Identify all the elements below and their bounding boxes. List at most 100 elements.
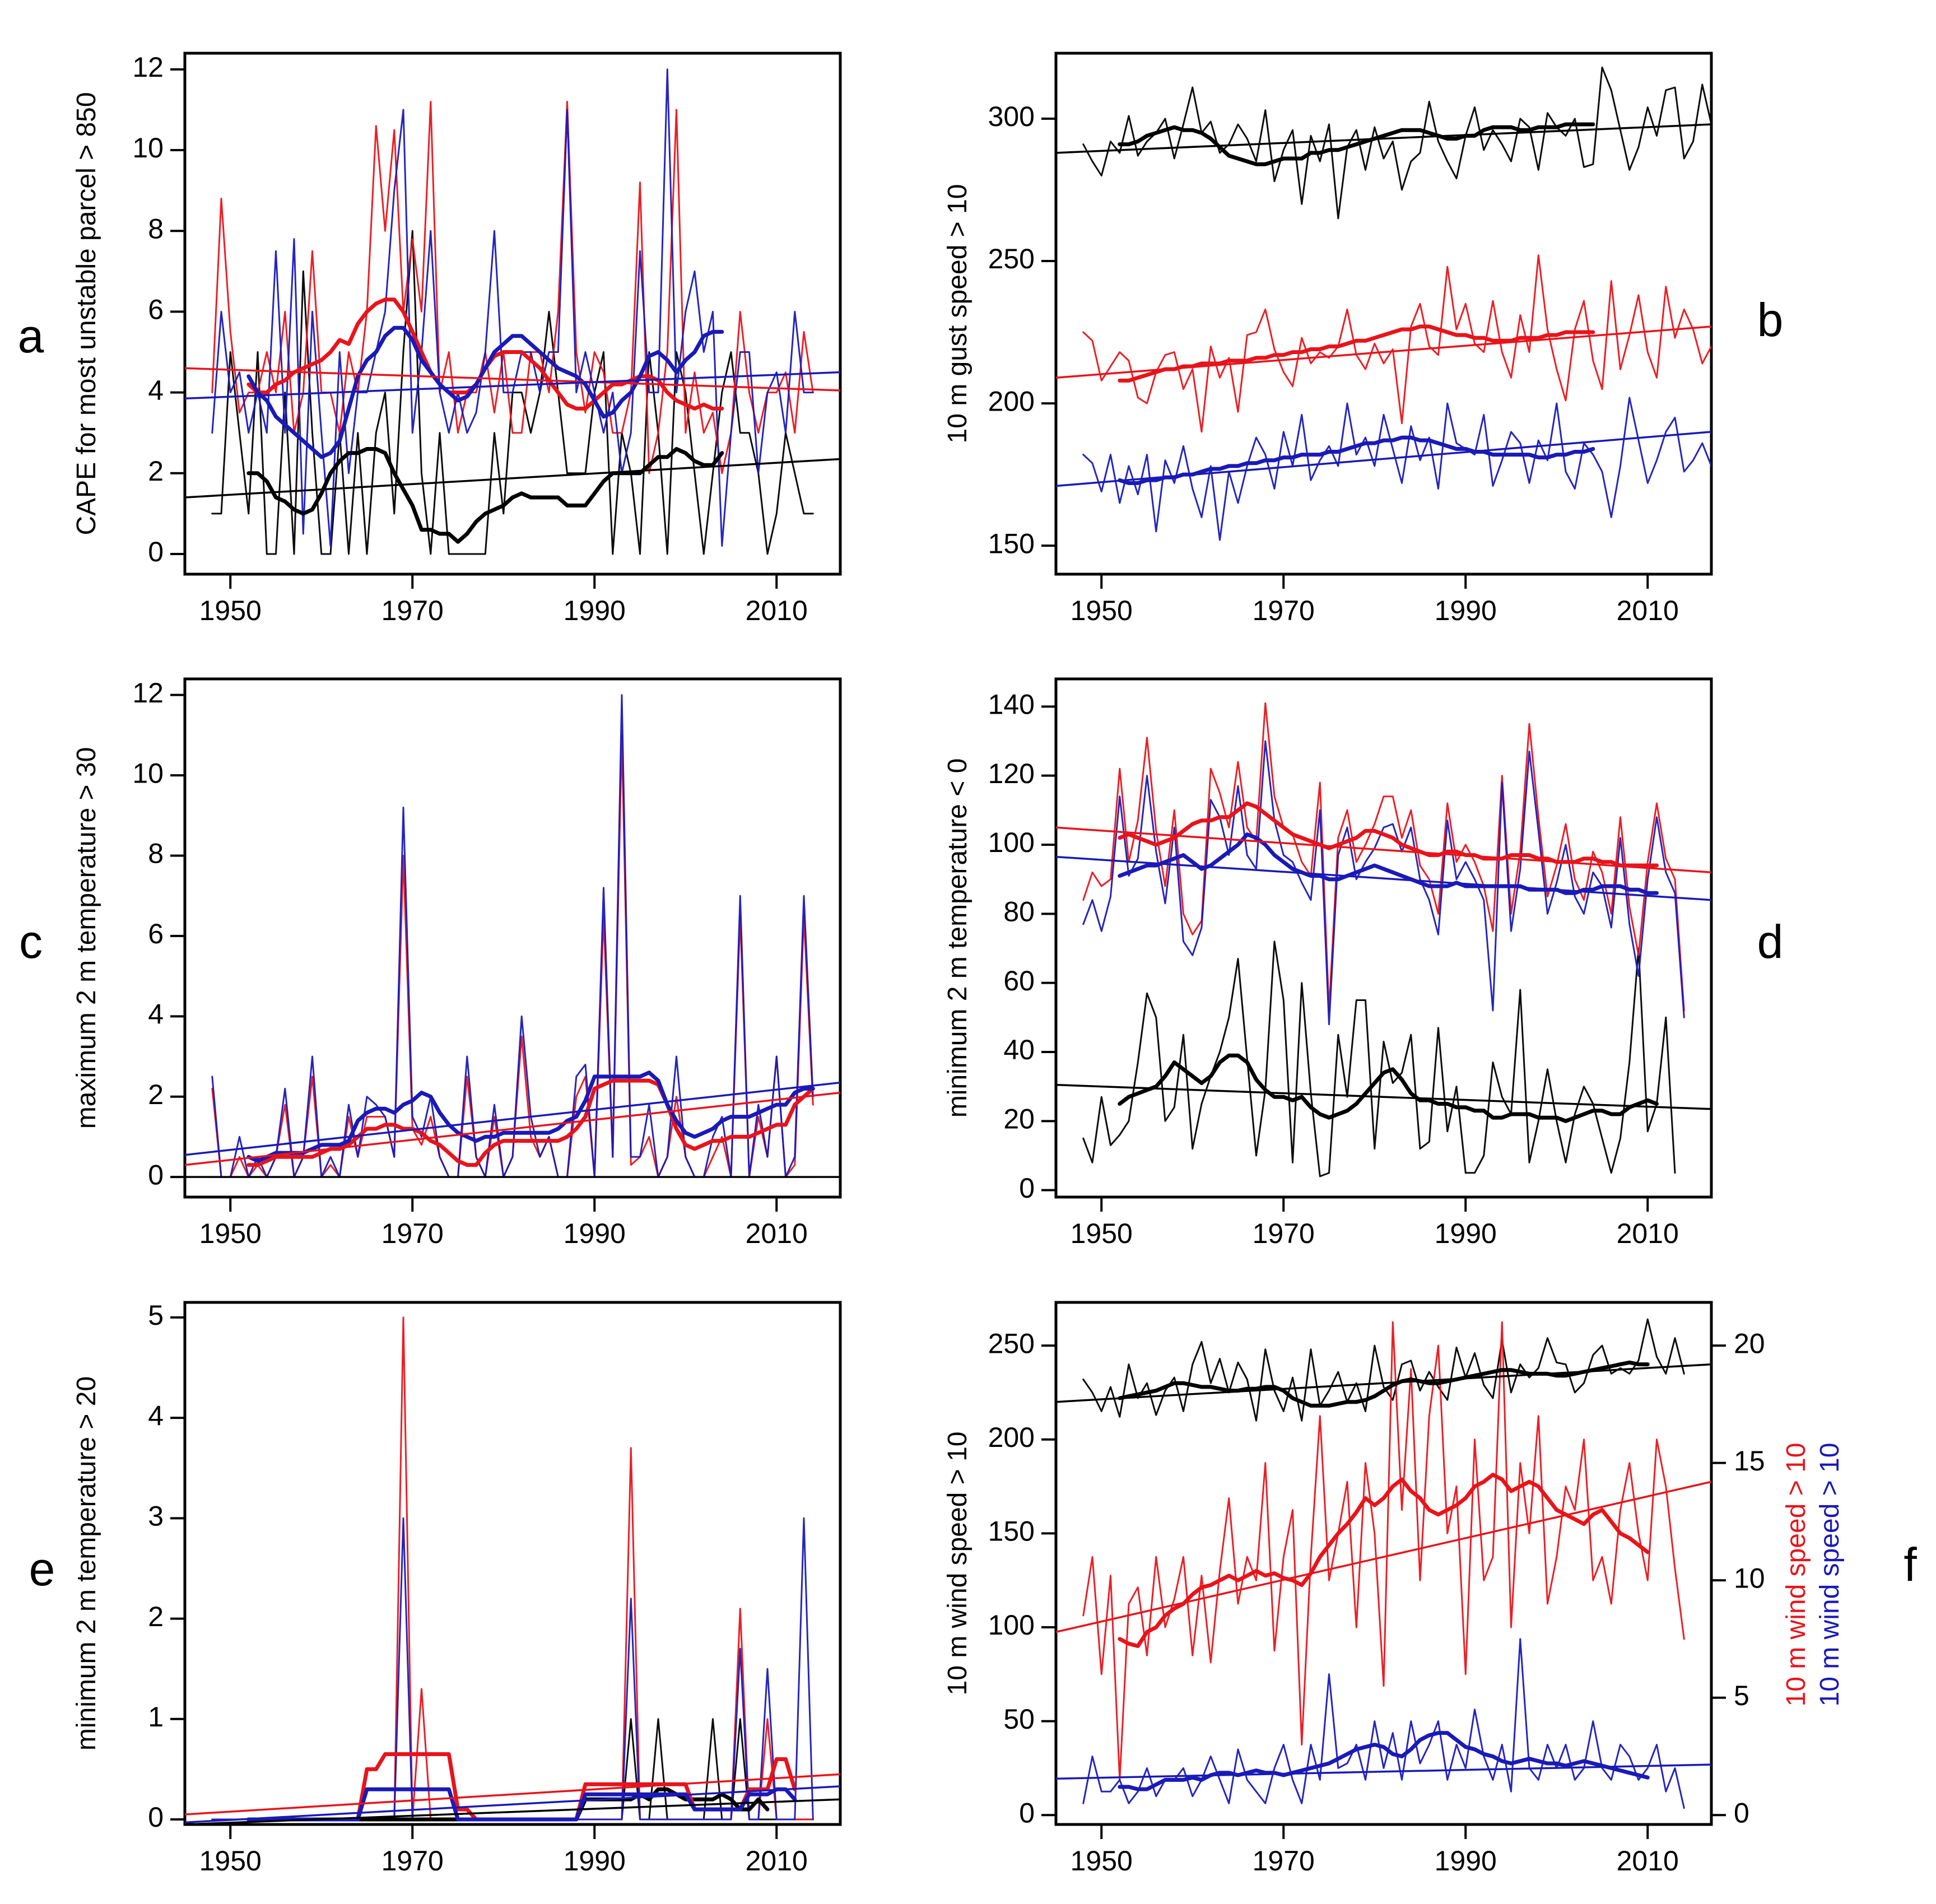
x-tick-label-f: 1970: [1253, 1845, 1315, 1877]
plot-marks-b: 1950 1970 1990 2010 150 200 250 300 10 m gust sp…: [943, 66, 1711, 626]
y-tick-label-f: 150: [988, 1516, 1035, 1547]
y-tick-label-c: 8: [148, 838, 164, 869]
series-d-red-running-mean: [1118, 801, 1659, 868]
series-b-blue-running-mean: [1118, 435, 1595, 485]
series-f-red-trend: [1056, 1481, 1711, 1633]
y-tick-label-e: 2: [148, 1601, 164, 1632]
y-right-axis-label-red: 10 m wind speed > 10: [1781, 1443, 1811, 1707]
series-b-blue-trend: [1056, 431, 1711, 487]
series-b-black-running-mean: [1118, 122, 1595, 166]
series-f-black-trend: [1056, 1363, 1711, 1403]
y-tick-label-c: 12: [132, 677, 164, 709]
series-c-blue-annual: [211, 694, 814, 1178]
y-right-tick-label-f: 0: [1734, 1797, 1749, 1828]
y-tick-label-c: 2: [148, 1079, 164, 1110]
plot-marks-f: 1950 1970 1990 2010 0 50 100 150 200 250 0 5 10 15 20 1…: [943, 1318, 1845, 1877]
plot-frame-a: [183, 52, 842, 576]
y-tick-label-e: 1: [148, 1701, 164, 1733]
panel-letter-c: c: [19, 915, 43, 968]
series-c-red-running-mean: [246, 1078, 815, 1167]
series-group-e: [185, 1316, 840, 1824]
y-tick-label-d: 60: [1003, 965, 1035, 997]
x-tick-label-c: 1990: [564, 1218, 626, 1249]
y-tick-label-c: 6: [148, 918, 164, 949]
series-c-red-trend: [185, 1091, 840, 1166]
plot-marks-c: 1950 1970 1990 2010 0 2 4 6 8 10 12 maximum 2 m tem…: [72, 677, 840, 1249]
series-e-black-trend: [185, 1798, 840, 1824]
y-right-axis-label-blue: 10 m wind speed > 10: [1815, 1443, 1845, 1707]
y-tick-label-f: 100: [988, 1609, 1035, 1641]
y-axis-label-b: 10 m gust speed > 10: [943, 184, 972, 444]
plot-frame-c: [183, 677, 842, 1199]
series-e-blue-trend: [185, 1785, 840, 1824]
series-group-a: [185, 68, 840, 555]
series-d-black-annual: [1082, 941, 1676, 1177]
x-tick-label-d: 1970: [1253, 1218, 1315, 1249]
panel-d: 1950 1970 1990 2010 0 20 40 60 80 100 120 140 minimu…: [943, 677, 1784, 1249]
panel-letter-d: d: [1757, 915, 1784, 968]
series-d-blue-trend: [1056, 855, 1711, 901]
series-a-red-trend: [185, 367, 840, 392]
series-d-blue-annual: [1082, 740, 1685, 1026]
y-tick-label-a: 0: [148, 536, 164, 567]
x-tick-label-d: 2010: [1617, 1218, 1679, 1249]
series-f-red-annual: [1082, 1321, 1685, 1781]
panel-a: 1950 1970 1990 2010 0 2 4 6 8 10 12 CAPE for most u…: [18, 52, 842, 626]
series-group-f: [1056, 1318, 1711, 1809]
x-tick-label-f: 2010: [1617, 1845, 1679, 1877]
x-tick-label-d: 1990: [1435, 1218, 1497, 1249]
y-tick-label-e: 3: [148, 1501, 164, 1532]
y-axis-label-c: maximum 2 m temperature > 30: [72, 747, 101, 1129]
x-tick-label-a: 2010: [746, 595, 808, 626]
y-tick-label-b: 150: [988, 528, 1035, 559]
series-e-blue-annual: [211, 1517, 814, 1821]
x-tick-label-b: 1970: [1253, 595, 1315, 626]
y-tick-label-f: 250: [988, 1328, 1035, 1359]
panel-letter-e: e: [29, 1543, 55, 1595]
series-c-blue-trend: [185, 1081, 840, 1156]
x-tick-label-a: 1990: [564, 595, 626, 626]
y-tick-label-b: 250: [988, 243, 1035, 274]
x-tick-label-b: 1990: [1435, 595, 1497, 626]
x-tick-label-e: 1970: [381, 1845, 444, 1877]
y-right-tick-label-f: 10: [1734, 1562, 1765, 1594]
y-tick-label-f: 200: [988, 1422, 1035, 1453]
y-tick-label-c: 4: [148, 999, 164, 1030]
panel-f: 1950 1970 1990 2010 0 50 100 150 200 250 0 5 10 15 20 1…: [943, 1301, 1917, 1877]
y-tick-label-e: 0: [148, 1801, 164, 1833]
plot-marks-a: 1950 1970 1990 2010 0 2 4 6 8 10 12 CAPE for most u…: [72, 52, 840, 626]
y-tick-label-d: 120: [988, 758, 1035, 789]
plot-frame-b: [1054, 52, 1713, 576]
panel-c: 1950 1970 1990 2010 0 2 4 6 8 10 12 maximum 2 m tem…: [19, 677, 842, 1249]
x-tick-label-d: 1950: [1071, 1218, 1133, 1249]
series-c-blue-running-mean: [246, 1070, 815, 1163]
x-tick-label-e: 2010: [746, 1845, 808, 1877]
series-d-black-trend: [1056, 1083, 1711, 1110]
x-tick-label-c: 1970: [381, 1218, 444, 1249]
plot-marks-e: 1950 1970 1990 2010 0 1 2 3 4 5 minimum 2 m temper…: [72, 1300, 840, 1877]
panel-letter-a: a: [18, 310, 44, 362]
series-f-blue-running-mean: [1118, 1731, 1650, 1791]
series-c-red-annual: [211, 734, 814, 1178]
y-axis-label-e: minimum 2 m temperature > 20: [72, 1376, 101, 1751]
y-tick-label-d: 80: [1003, 896, 1035, 928]
y-tick-label-a: 10: [132, 132, 164, 164]
panel-e: 1950 1970 1990 2010 0 1 2 3 4 5 minimum 2 m temper…: [29, 1300, 842, 1877]
series-b-black-trend: [1056, 123, 1711, 154]
series-b-red-annual: [1082, 254, 1711, 433]
y-tick-label-d: 40: [1003, 1034, 1035, 1065]
panel-letter-f: f: [1904, 1538, 1917, 1591]
x-tick-label-b: 2010: [1617, 595, 1679, 626]
series-group-c: [185, 694, 840, 1178]
plot-frame-f: [1054, 1301, 1713, 1826]
panel-letter-b: b: [1757, 294, 1784, 346]
x-tick-label-a: 1950: [199, 595, 262, 626]
y-tick-label-d: 20: [1003, 1104, 1035, 1135]
y-tick-label-f: 0: [1019, 1797, 1035, 1828]
y-tick-label-a: 6: [148, 294, 164, 325]
x-tick-label-e: 1950: [199, 1845, 262, 1877]
y-axis-label-a: CAPE for most unstable parcel > 850: [72, 92, 101, 535]
y-tick-label-d: 140: [988, 689, 1035, 720]
series-group-b: [1056, 66, 1711, 541]
y-tick-label-f: 50: [1003, 1703, 1035, 1735]
